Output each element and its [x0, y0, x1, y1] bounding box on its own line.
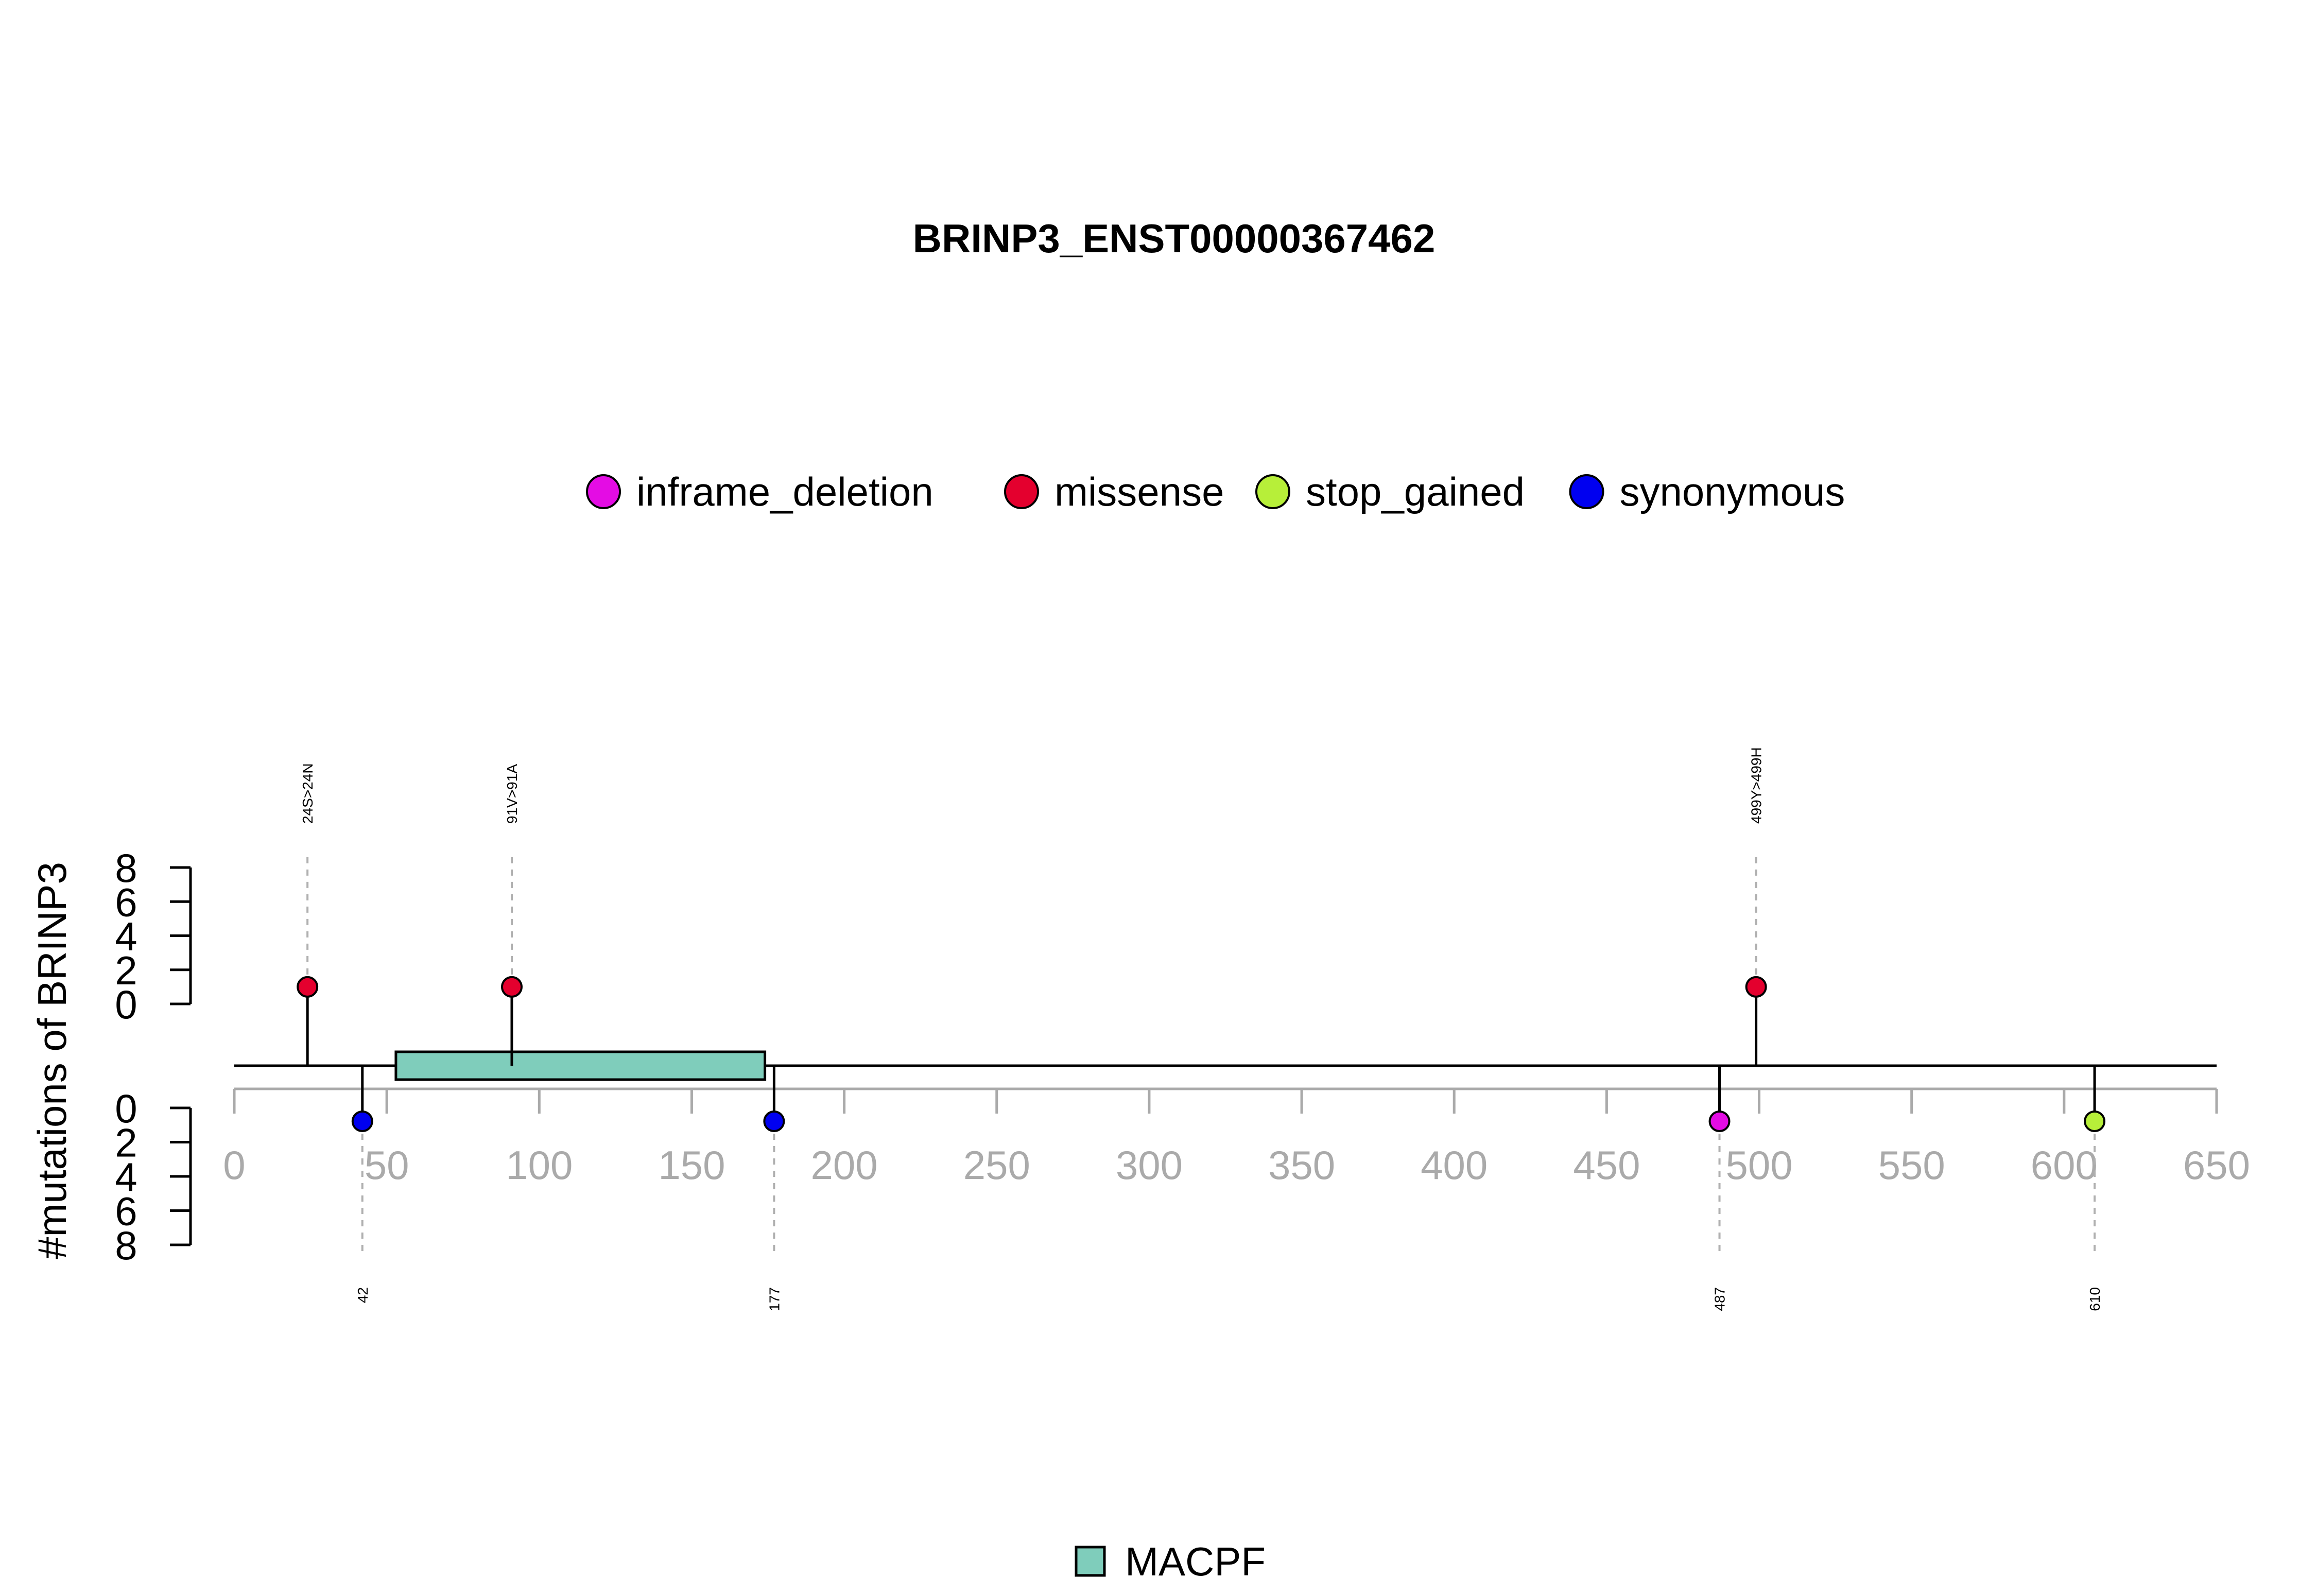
mutation-label: 487: [1712, 1287, 1728, 1311]
x-axis-tick-label: 450: [1573, 1142, 1640, 1188]
legend-marker-inframe-deletion: [586, 474, 621, 509]
y-axis-top-tick-label: 2: [115, 948, 137, 993]
x-axis-tick-label: 300: [1116, 1142, 1183, 1188]
y-axis-bottom-tick-label: 0: [115, 1086, 137, 1131]
legend-marker-synonymous: [1569, 474, 1604, 509]
legend-marker-missense: [1004, 474, 1039, 509]
domain-legend-swatch: [1075, 1546, 1106, 1577]
y-axis-top-tick-label: 0: [115, 982, 137, 1027]
lollipop-head-stop-gained[interactable]: [2084, 1111, 2106, 1132]
x-axis-tick-label: 500: [1725, 1142, 1792, 1188]
y-axis-bottom-tick-label: 4: [115, 1154, 137, 1200]
x-axis-tick-label: 400: [1421, 1142, 1488, 1188]
mutation-label: 499Y>499H: [1749, 747, 1765, 824]
x-axis-tick-label: 100: [506, 1142, 573, 1188]
lollipops-bottom: 42 177 487 610: [351, 1066, 2106, 1311]
legend-label-synonymous: synonymous: [1620, 469, 1845, 514]
x-axis-tick-label: 250: [963, 1142, 1030, 1188]
x-axis-tick-label: 200: [811, 1142, 878, 1188]
domain-legend-label: MACPF: [1125, 1539, 1266, 1584]
chart-title: BRINP3_ENST00000367462: [913, 216, 1436, 261]
lollipop-head-missense[interactable]: [501, 976, 523, 998]
x-axis-tick-label: 350: [1268, 1142, 1335, 1188]
y-axis-top-tick-label: 6: [115, 879, 137, 925]
mutation-label: 177: [766, 1287, 782, 1311]
x-axis-tick-label: 600: [2031, 1142, 2098, 1188]
legend-label-inframe-deletion: inframe_deletion: [636, 469, 933, 514]
legend-label-stop-gained: stop_gained: [1306, 469, 1525, 514]
y-axis-bottom-tick-label: 2: [115, 1120, 137, 1166]
x-axis: 0 50 100 150 200 250 300 350 400 450 500 550 600 650: [223, 1087, 2250, 1188]
lollipop-head-inframe-deletion[interactable]: [1708, 1111, 1731, 1132]
x-axis-tick-label: 650: [2183, 1142, 2250, 1188]
y-axis-label: #mutations of BRINP3: [29, 862, 75, 1259]
legend-label-missense: missense: [1054, 469, 1224, 514]
legend-marker-stop-gained: [1255, 474, 1290, 509]
domain-macpf: [394, 1050, 767, 1081]
mutation-legend: inframe_deletion missense stop_gained synon…: [586, 469, 1845, 514]
y-axis-bottom-tick-label: 6: [115, 1189, 137, 1234]
lollipops-top: 24S>24N 91V>91A 499Y>499H: [297, 747, 1767, 1066]
mutation-label: 91V>91A: [504, 764, 520, 824]
domain-legend: MACPF: [1075, 1539, 1266, 1584]
x-axis-tick-label: 50: [365, 1142, 409, 1188]
mutation-label: 610: [2087, 1287, 2103, 1311]
lollipop-head-missense[interactable]: [1745, 976, 1767, 998]
lollipop-head-synonymous[interactable]: [763, 1111, 785, 1132]
y-axis-top-tick-label: 4: [115, 914, 137, 959]
y-axis-top-tick-label: 8: [115, 845, 137, 891]
x-axis-tick-label: 0: [223, 1142, 245, 1188]
mutation-label: 42: [355, 1287, 371, 1303]
lollipop-head-synonymous[interactable]: [351, 1111, 373, 1132]
domain-track: [394, 1050, 767, 1081]
mutation-label: 24S>24N: [300, 763, 316, 824]
y-axis-bottom-tick-label: 8: [115, 1223, 137, 1268]
lollipop-head-missense[interactable]: [297, 976, 319, 998]
x-axis-tick-label: 550: [1878, 1142, 1945, 1188]
x-axis-tick-label: 150: [658, 1142, 725, 1188]
